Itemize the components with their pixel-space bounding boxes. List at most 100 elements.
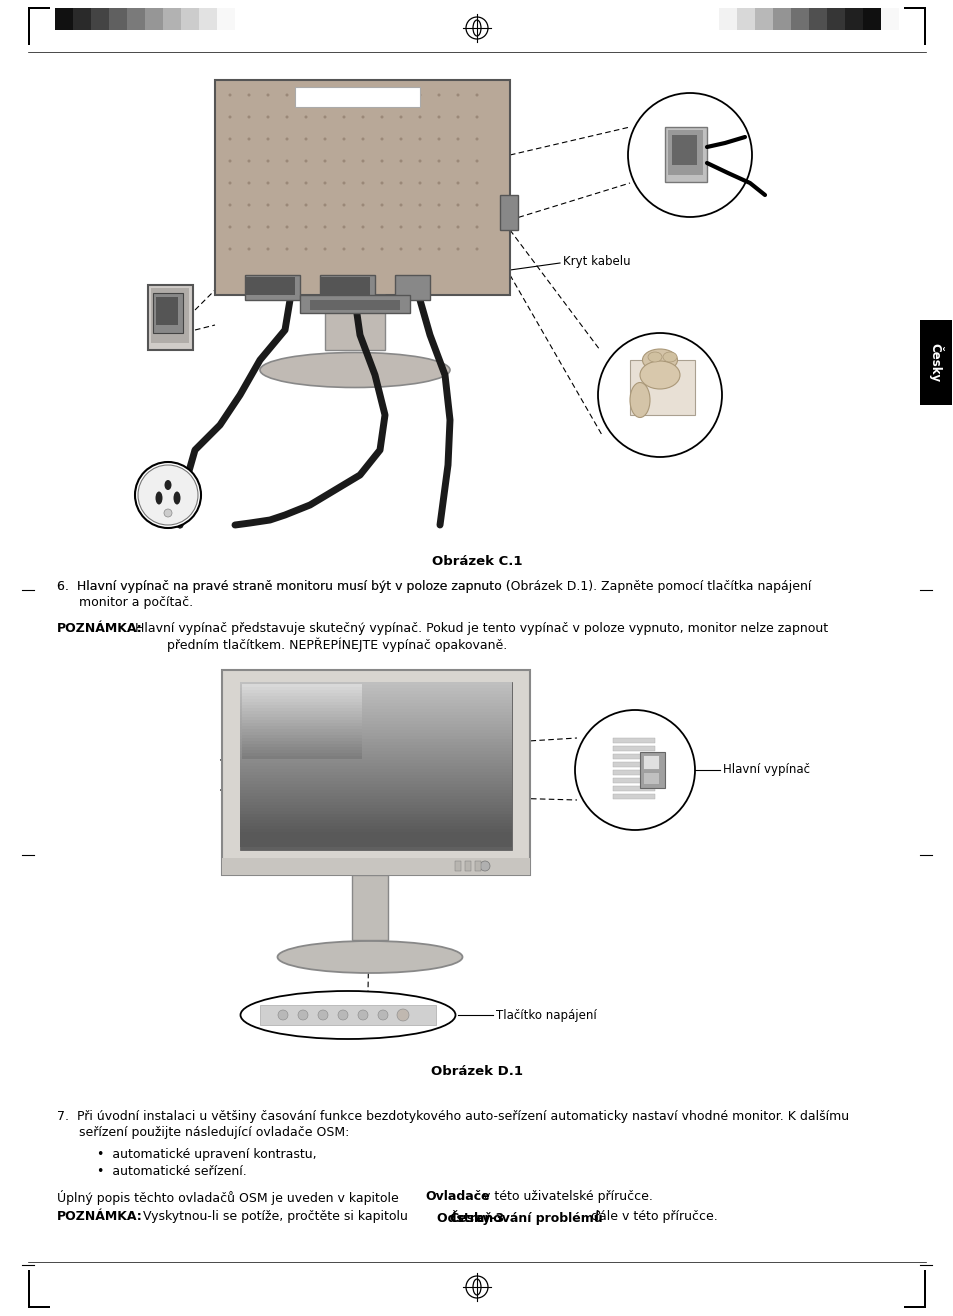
- Bar: [613, 762, 655, 767]
- Text: Hlavní vypínač: Hlavní vypínač: [722, 763, 809, 776]
- Bar: [242, 755, 361, 759]
- Bar: [199, 8, 216, 30]
- Bar: [240, 799, 512, 801]
- Text: 7.  Při úvodní instalaci u většiny časování funkce bezdotykového auto-seřízení a: 7. Při úvodní instalaci u většiny časová…: [57, 1109, 848, 1123]
- Circle shape: [456, 204, 459, 207]
- Bar: [299, 295, 410, 313]
- Circle shape: [229, 247, 232, 250]
- Circle shape: [229, 204, 232, 207]
- Text: •  automatické seřízení.: • automatické seřízení.: [97, 1165, 247, 1178]
- Bar: [719, 8, 737, 30]
- Circle shape: [437, 247, 440, 250]
- Text: Tlačítko napájení: Tlačítko napájení: [496, 1008, 597, 1021]
- Bar: [152, 293, 183, 333]
- Circle shape: [456, 93, 459, 96]
- Bar: [667, 130, 702, 175]
- Bar: [240, 691, 512, 694]
- Bar: [242, 753, 361, 755]
- Circle shape: [247, 182, 251, 184]
- Bar: [737, 8, 754, 30]
- Bar: [91, 8, 109, 30]
- Circle shape: [399, 116, 402, 118]
- Bar: [862, 8, 880, 30]
- Bar: [242, 744, 361, 747]
- Bar: [240, 838, 512, 841]
- Bar: [613, 746, 655, 751]
- Bar: [240, 686, 512, 688]
- Bar: [181, 8, 199, 30]
- Ellipse shape: [662, 351, 677, 362]
- Ellipse shape: [164, 480, 172, 490]
- Bar: [240, 721, 512, 724]
- Circle shape: [380, 116, 383, 118]
- Bar: [240, 688, 512, 691]
- Circle shape: [229, 225, 232, 229]
- Bar: [240, 815, 512, 817]
- Bar: [790, 8, 808, 30]
- Bar: [240, 832, 512, 834]
- Text: POZNÁMKA:: POZNÁMKA:: [57, 622, 143, 636]
- Text: Obrázek C.1: Obrázek C.1: [432, 555, 521, 569]
- Bar: [240, 775, 512, 778]
- Bar: [240, 841, 512, 844]
- Ellipse shape: [277, 941, 462, 973]
- Circle shape: [627, 93, 751, 217]
- Bar: [242, 684, 361, 687]
- Text: monitor a počítač.: monitor a počítač.: [79, 596, 193, 609]
- Circle shape: [342, 204, 345, 207]
- Text: Hlavní vypínač představuje skutečný vypínač. Pokud je tento vypínač v poloze vyp: Hlavní vypínač představuje skutečný vypí…: [135, 622, 827, 636]
- Circle shape: [304, 93, 307, 96]
- Bar: [240, 757, 512, 761]
- Circle shape: [323, 225, 326, 229]
- Bar: [613, 754, 655, 759]
- Bar: [151, 288, 189, 343]
- Circle shape: [297, 1009, 308, 1020]
- Text: •  automatické upravení kontrastu,: • automatické upravení kontrastu,: [97, 1148, 316, 1161]
- Circle shape: [357, 1009, 368, 1020]
- Circle shape: [456, 159, 459, 162]
- Circle shape: [456, 137, 459, 141]
- Bar: [772, 8, 790, 30]
- Bar: [923, 7, 925, 45]
- Circle shape: [418, 159, 421, 162]
- Bar: [352, 875, 388, 940]
- Text: Odstraňování problémů: Odstraňování problémů: [436, 1209, 602, 1225]
- Circle shape: [437, 116, 440, 118]
- Circle shape: [285, 225, 288, 229]
- Circle shape: [399, 225, 402, 229]
- Bar: [240, 736, 512, 740]
- Bar: [242, 699, 361, 701]
- Bar: [240, 715, 512, 719]
- Bar: [240, 790, 512, 794]
- Circle shape: [361, 225, 364, 229]
- Bar: [145, 8, 163, 30]
- Bar: [240, 822, 512, 826]
- Bar: [240, 820, 512, 822]
- Bar: [240, 730, 512, 733]
- Text: 6.  Hlavní vypínač na pravé straně monitoru musí být v poloze zapnuto (: 6. Hlavní vypínač na pravé straně monito…: [57, 580, 510, 594]
- Bar: [242, 715, 361, 717]
- Bar: [242, 690, 361, 694]
- Bar: [260, 1005, 436, 1025]
- Bar: [148, 286, 193, 350]
- Circle shape: [266, 93, 269, 96]
- Circle shape: [266, 182, 269, 184]
- Circle shape: [377, 1009, 388, 1020]
- Bar: [240, 694, 512, 697]
- Circle shape: [164, 509, 172, 517]
- Circle shape: [437, 182, 440, 184]
- Circle shape: [247, 93, 251, 96]
- Circle shape: [380, 182, 383, 184]
- Bar: [499, 195, 517, 230]
- Text: Kryt kabelu: Kryt kabelu: [562, 254, 630, 267]
- Bar: [222, 858, 530, 875]
- Bar: [240, 697, 512, 700]
- Circle shape: [361, 93, 364, 96]
- Text: v této uživatelské příručce.: v této uživatelské příručce.: [478, 1190, 652, 1203]
- Bar: [240, 780, 512, 784]
- Bar: [240, 834, 512, 838]
- Bar: [240, 805, 512, 808]
- Circle shape: [361, 247, 364, 250]
- Text: dále v této příručce.: dále v této příručce.: [586, 1209, 717, 1223]
- Bar: [240, 763, 512, 766]
